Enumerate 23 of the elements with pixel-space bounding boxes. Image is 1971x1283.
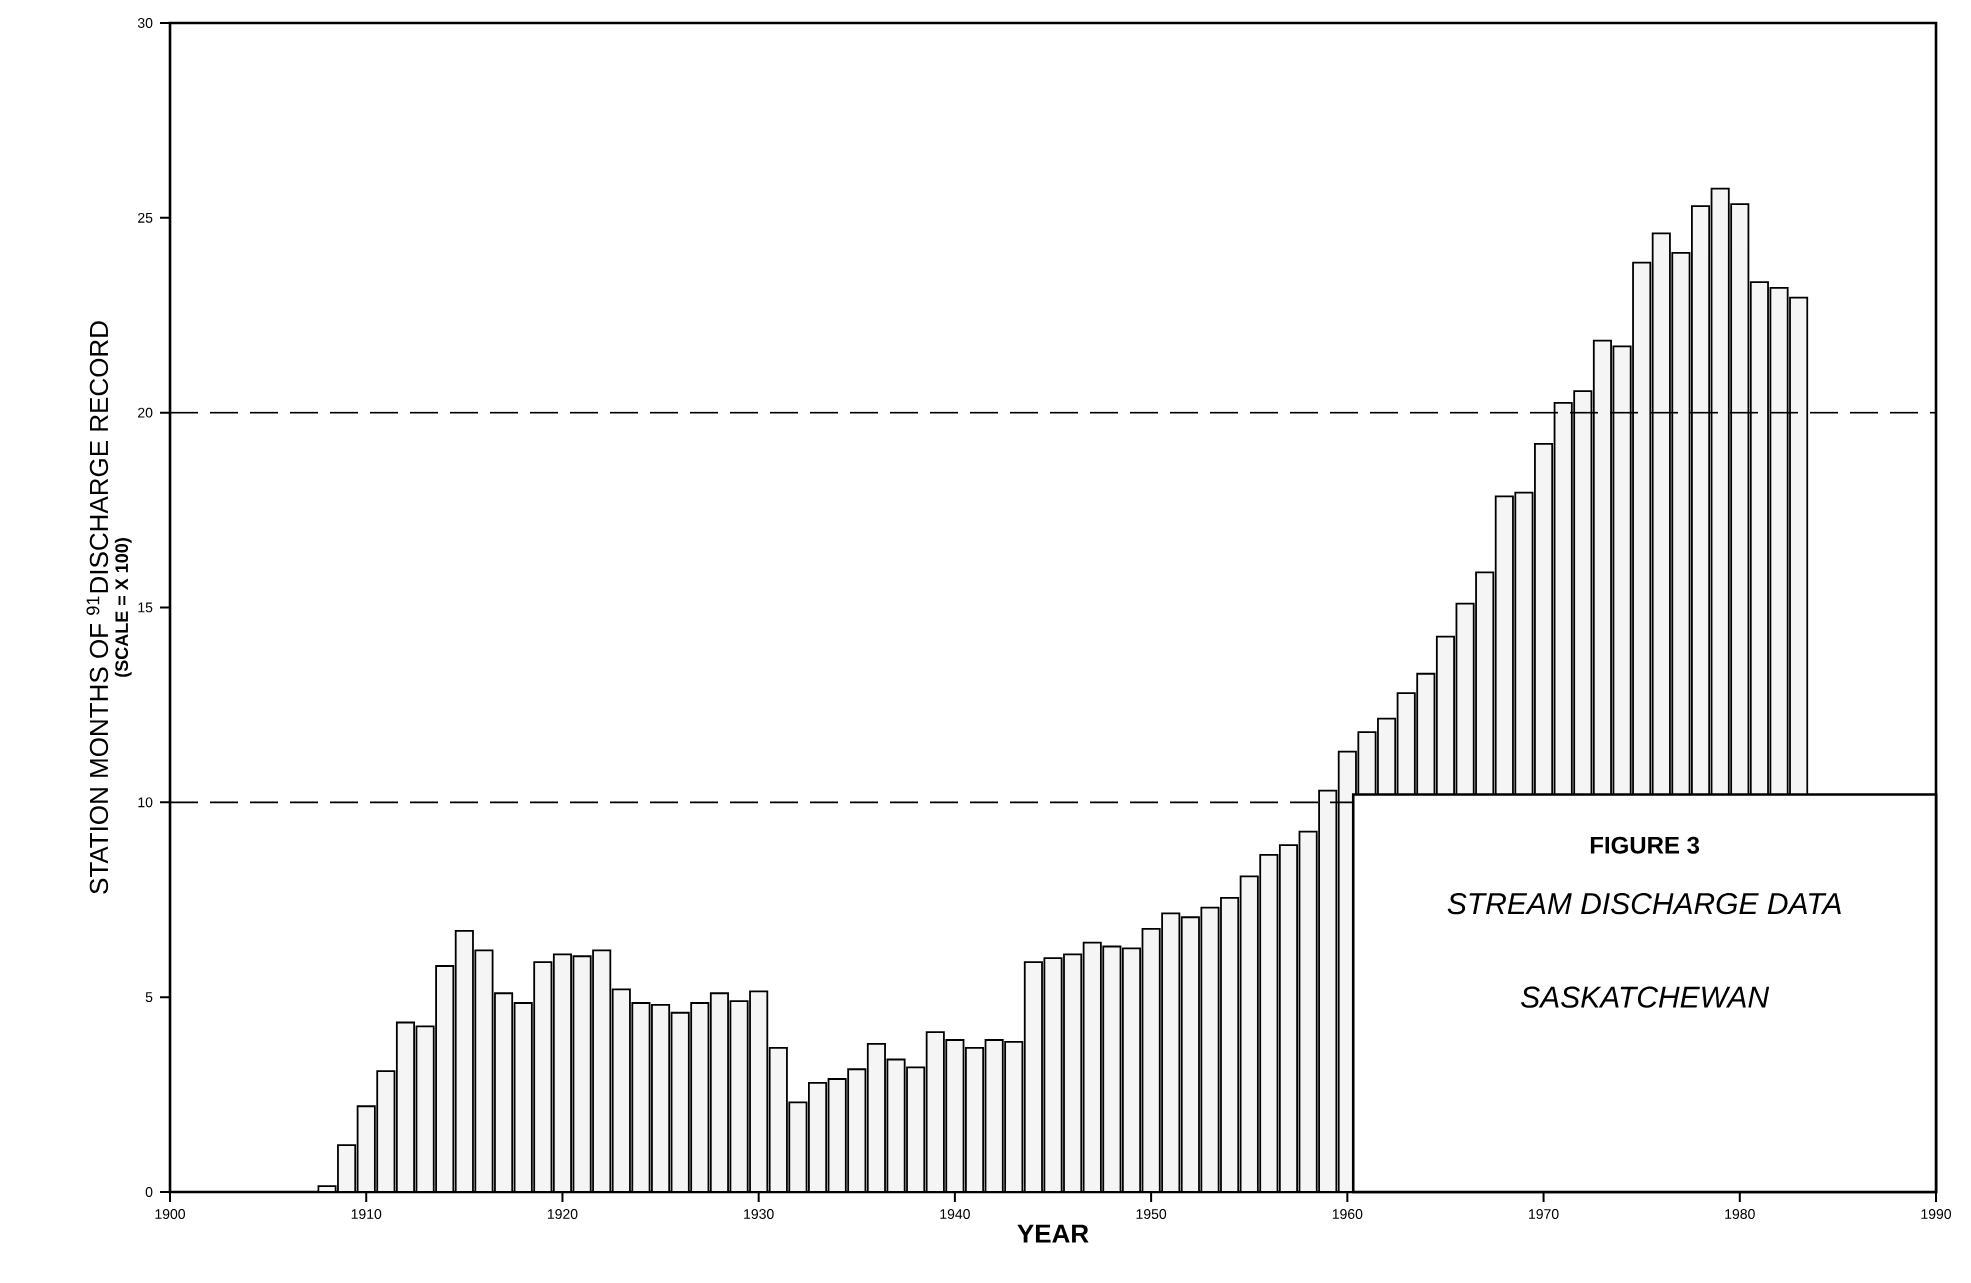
y-tick-label: 15: [138, 602, 153, 613]
x-tick-label: 1970: [1529, 1209, 1559, 1219]
x-tick-label: 1930: [744, 1209, 774, 1219]
x-tick-label: 1980: [1725, 1209, 1755, 1219]
y-tick-label: 5: [145, 992, 153, 1003]
x-tick-label: 1960: [1332, 1209, 1363, 1219]
x-tick-label: 1920: [547, 1209, 578, 1219]
y-tick-label: 10: [138, 797, 153, 808]
text: STREAM DISCHARGE DATA: [1447, 893, 1841, 915]
x-tick-label: 1910: [351, 1209, 382, 1219]
x-tick-label: 1990: [1921, 1209, 1952, 1219]
y-tick-label: 0: [145, 1187, 153, 1197]
x-axis-title: YEAR: [1017, 1224, 1089, 1243]
x-tick-label: 1940: [940, 1209, 970, 1219]
text: (SCALE = X 100): [114, 538, 132, 677]
annotation: FIGURE 3: [1590, 836, 1700, 854]
x-tick-label: 1950: [1136, 1209, 1167, 1219]
y-tick-label: 30: [137, 18, 153, 28]
y-tick-label: 25: [138, 212, 153, 223]
x-tick-label: 1900: [155, 1209, 186, 1219]
y-tick-label: 20: [138, 407, 153, 418]
y-axis-title: STATION MONTHS OF $^{91}$DISCHARGE RECORD: [86, 321, 109, 894]
text: SASKATCHEWAN: [1521, 986, 1770, 1008]
